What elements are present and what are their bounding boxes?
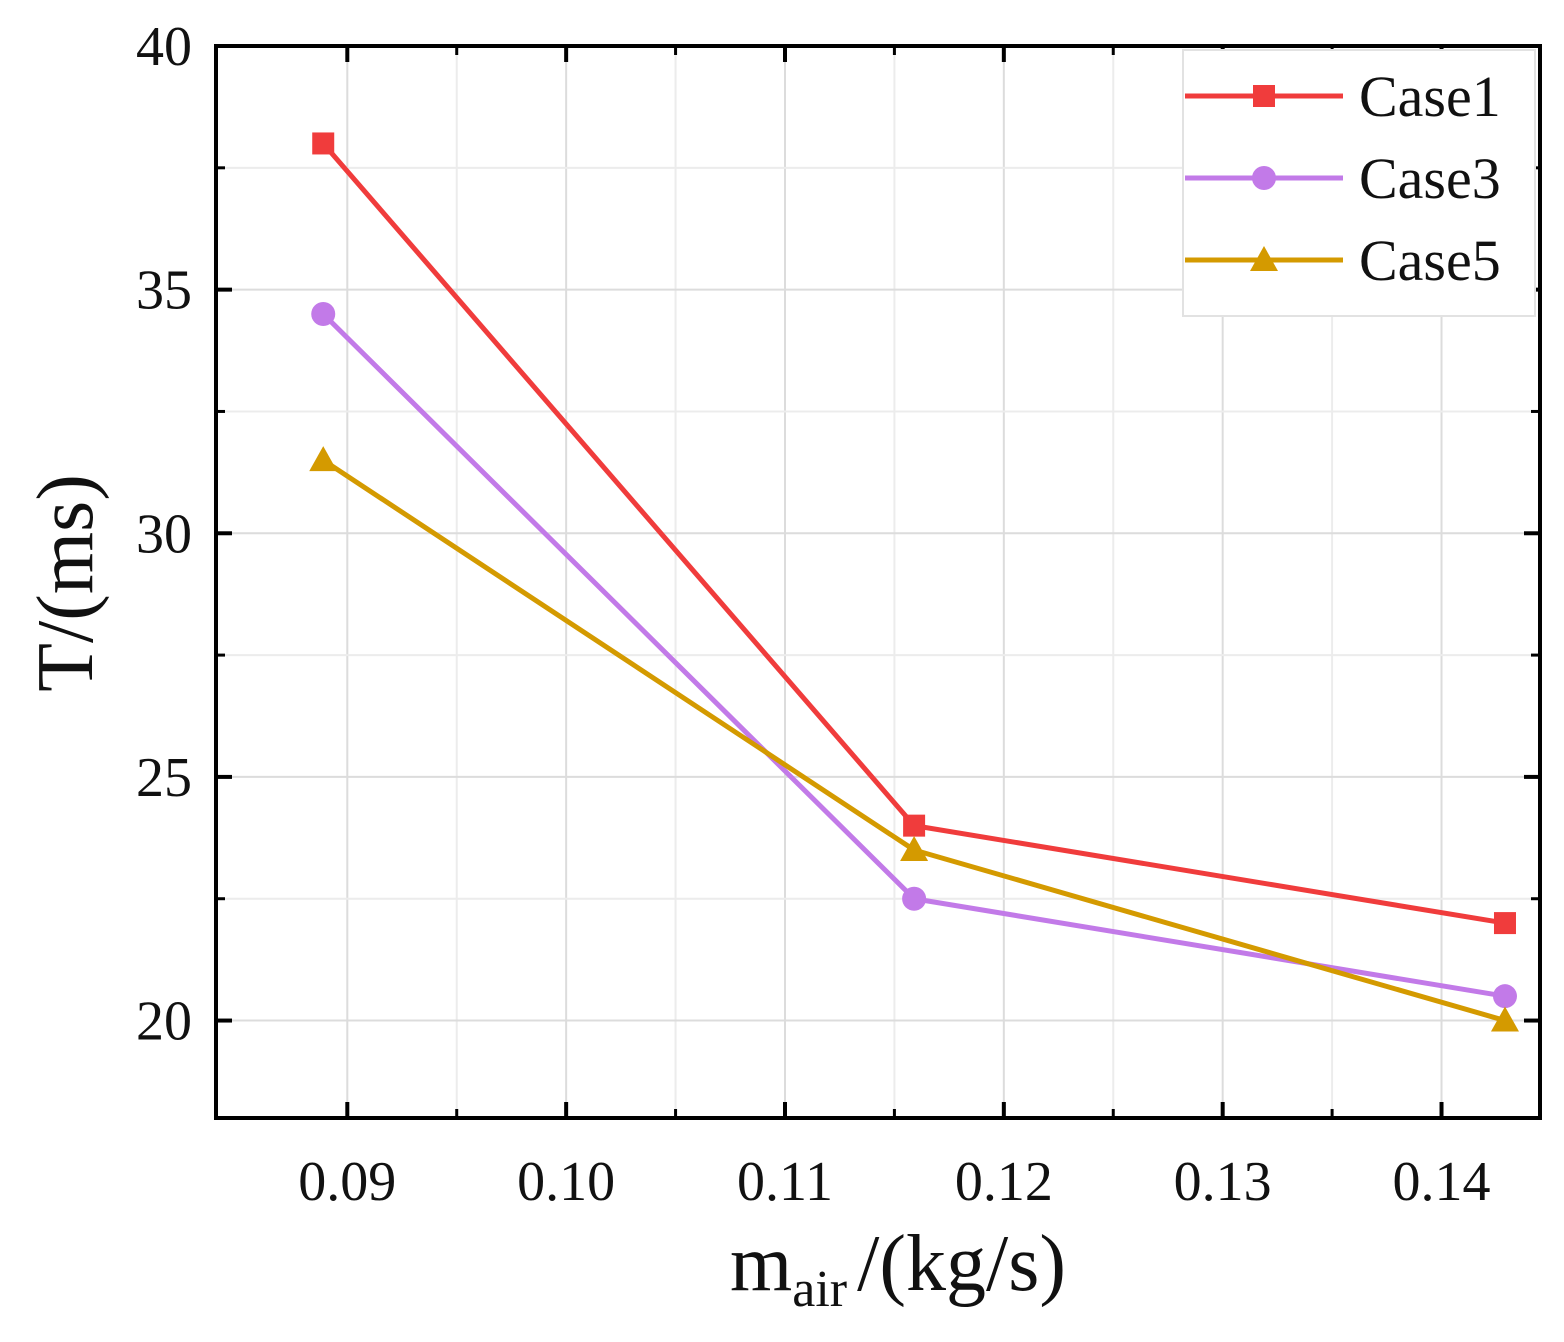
legend-marker-case1: [1253, 85, 1275, 107]
legend-item-case3: Case3: [1185, 146, 1501, 211]
data-point-case5: [309, 446, 338, 472]
series-case5: [309, 446, 1519, 1032]
x-axis-title-subscript: air: [792, 1261, 847, 1318]
x-axis-title-unit: /(kg/s): [857, 1220, 1066, 1308]
legend-label-case1: Case1: [1359, 64, 1501, 129]
y-tick-label: 30: [136, 503, 192, 565]
series-layer: [309, 132, 1519, 1032]
y-tick-label: 40: [136, 16, 192, 78]
legend-item-case5: Case5: [1185, 228, 1501, 293]
x-axis-title: mair/(kg/s): [730, 1220, 1066, 1318]
y-axis-title: T/(ms): [22, 474, 110, 692]
axes: 0.09 0.10 0.11 0.12 0.13 0.14 20 25 30 35 40: [136, 16, 1540, 1213]
series-line-case5: [321, 458, 1506, 1023]
legend-label-case3: Case3: [1359, 146, 1501, 211]
x-tick-label: 0.09: [298, 1151, 396, 1213]
data-point-case1: [312, 132, 335, 155]
x-tick-label: 0.12: [955, 1151, 1053, 1213]
x-tick-label: 0.11: [737, 1151, 833, 1213]
x-tick-label: 0.14: [1393, 1151, 1491, 1213]
data-point-case1: [903, 814, 926, 837]
legend-label-case5: Case5: [1359, 228, 1501, 293]
data-point-case3: [311, 302, 336, 326]
legend-item-case1: Case1: [1185, 64, 1501, 129]
legend-marker-case5: [1250, 246, 1278, 271]
data-point-case1: [1493, 912, 1516, 935]
legend: Case1 Case3 Case5: [1182, 49, 1536, 317]
data-point-case3: [902, 886, 927, 911]
data-point-case3: [1492, 984, 1517, 1009]
x-axis-title-main: m: [730, 1220, 792, 1308]
series-case1: [312, 132, 1516, 935]
y-tick-label: 35: [136, 260, 192, 322]
plot-frame: [214, 44, 1542, 1120]
data-point-case5: [900, 836, 929, 861]
legend-marker-case3: [1252, 166, 1276, 190]
x-tick-label: 0.13: [1174, 1151, 1272, 1213]
x-tick-label: 0.10: [517, 1151, 615, 1213]
y-tick-label: 25: [136, 747, 192, 809]
data-point-case5: [1490, 1006, 1519, 1032]
y-tick-label: 20: [136, 991, 192, 1053]
